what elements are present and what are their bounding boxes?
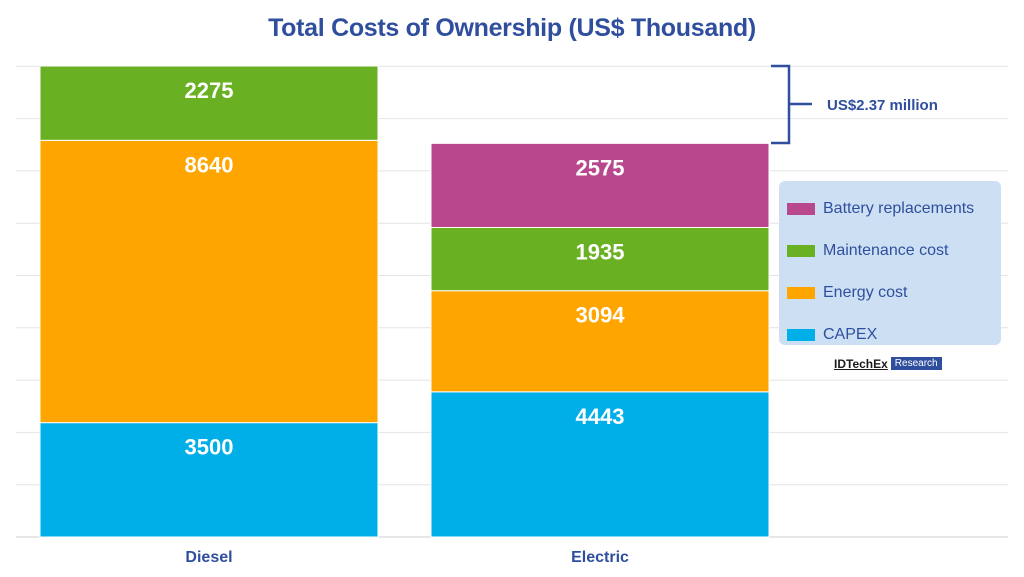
data-label: 1935 [576,240,625,265]
category-labels: Diesel Electric [185,549,629,566]
legend-item: Battery replacements [787,188,1001,230]
category-label: Electric [571,549,629,566]
legend-label: Energy cost [823,284,908,301]
bracket-icon [771,64,812,145]
data-label: 3094 [576,303,626,328]
difference-label: US$2.37 million [827,97,938,114]
difference-annotation: US$2.37 million [771,64,938,145]
data-label: 2275 [185,78,234,103]
bar-segment [430,290,770,393]
data-label: 8640 [185,152,234,177]
legend-swatch [787,245,815,257]
data-label: 2575 [576,155,625,180]
legend-swatch [787,287,815,299]
bar-segment [39,139,379,424]
bar-segment [430,142,770,229]
bar-segment [39,65,379,141]
legend-item: Maintenance cost [787,230,1001,272]
legend-label: CAPEX [823,326,878,343]
legend-item: CAPEX [787,314,1001,356]
data-label: 3500 [185,435,234,460]
logo-tag: Research [890,357,942,370]
legend-swatch [787,329,815,341]
legend-label: Maintenance cost [823,242,949,259]
legend-label: Battery replacements [823,200,975,217]
logo: IDTechEx Research [834,355,942,372]
legend-item: Energy cost [787,272,1001,314]
logo-brand: IDTechEx [834,356,888,371]
bars [39,65,770,538]
data-label: 4443 [576,404,625,429]
bar-segment [39,422,379,538]
chart-title: Total Costs of Ownership (US$ Thousand) [268,14,756,42]
bar-labels: 3500 8640 2275 4443 3094 1935 2575 [185,78,626,460]
category-label: Diesel [185,549,232,566]
bar-segment [430,391,770,538]
legend: Battery replacements Maintenance cost Ener… [779,181,1001,345]
bar-segment [430,227,770,292]
legend-swatch [787,203,815,215]
